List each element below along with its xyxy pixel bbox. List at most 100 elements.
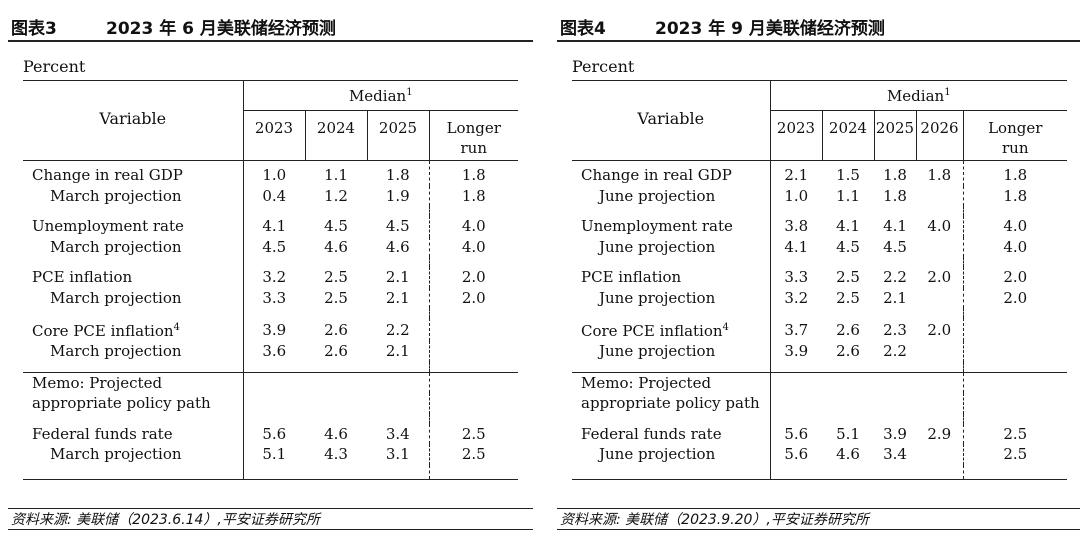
table-cell [874,371,916,393]
figure-header: 图表3 2023 年 6 月美联储经济预测 [8,8,533,42]
row-label: March projection [23,185,244,206]
table-cell [822,371,874,393]
table-row: Unemployment rate 4.1 4.5 4.5 4.0 [23,216,518,237]
table-cell [874,362,916,373]
table-cell: 0.4 [262,186,287,205]
row-label: appropriate policy path [23,393,244,414]
table-cell: 1.2 [324,186,348,205]
row-label: June projection [572,444,771,465]
table-cell: 4.6 [385,237,410,256]
table-cell: 1.9 [385,186,410,205]
table-cell [770,308,822,318]
table-cell: 2.0 [927,320,952,339]
table-cell: 2.1 [385,342,410,361]
table-cell [367,257,429,267]
table-cell [428,464,518,480]
table-cell: 3.3 [784,268,809,287]
figure-title: 2023 年 9 月美联储经济预测 [655,19,885,39]
table-cell: 2.0 [927,268,952,287]
row-label: June projection [572,287,771,308]
table-cell: 4.6 [324,424,348,443]
table-cell: 1.0 [784,186,809,205]
table-cell [962,341,1067,362]
row-label: PCE inflation [23,267,244,288]
figure-panel-september: 图表4 2023 年 9 月美联储经济预测 Percent Variable M… [557,0,1080,539]
row-label: March projection [23,444,244,465]
figure-title: 2023 年 6 月美联储经济预测 [106,19,336,39]
table-cell: 1.8 [962,185,1067,206]
table-cell [243,308,305,318]
table-cell [874,414,916,424]
row-label [572,257,771,267]
table-cell [962,361,1067,372]
table-cell: 2.6 [324,320,348,339]
table-cell [367,308,429,318]
table-cell: 3.9 [262,320,287,339]
table-cell: 1.0 [262,166,287,185]
figure-number: 图表4 [560,19,606,39]
table-cell [243,257,305,267]
table-cell: 4.5 [883,237,907,256]
table-cell: 1.8 [385,166,410,185]
table-cell [822,393,874,414]
table-cell [243,371,305,393]
row-label: Core PCE inflation4 [23,318,244,341]
table-cell: 4.0 [962,216,1067,237]
table-cell: 1.8 [962,160,1067,186]
table-cell [822,362,874,373]
source-note: 资料来源: 美联储（2023.9.20）,平安证券研究所 [557,508,1080,530]
table-cell [962,464,1067,480]
row-label: March projection [23,341,244,362]
table-cell: 1.8 [927,166,952,185]
table-row: Core PCE inflation4 3.7 2.6 2.3 2.0 [572,318,1067,341]
row-label: Unemployment rate [572,216,771,237]
table-cell [962,393,1067,414]
table-cell: 3.6 [262,342,287,361]
table-cell [770,464,822,480]
year-header: 2024 [305,110,368,161]
figure-panel-june: 图表3 2023 年 6 月美联储经济预测 Percent Variable M… [8,0,533,539]
table-row: Unemployment rate 3.8 4.1 4.1 4.0 4.0 [572,216,1067,237]
table-cell [916,414,963,424]
table-cell: 2.5 [428,423,518,444]
unit-label: Percent [572,57,635,76]
table-cell [428,361,518,372]
table-cell [916,186,963,207]
table-cell [243,393,305,414]
table-cell: 5.6 [784,424,809,443]
table-cell: 2.0 [428,287,518,308]
table-cell [822,414,874,424]
table-cell [916,288,963,309]
median-header: Median1 [770,80,1067,111]
table-cell [874,308,916,318]
table-cell: 4.0 [428,236,518,257]
row-label: June projection [572,236,771,257]
table-cell [916,371,963,393]
table-cell: 3.4 [385,424,410,443]
table-row: Core PCE inflation4 3.9 2.6 2.2 [23,318,518,341]
table-cell [770,257,822,267]
variable-header: Variable [23,80,244,161]
table-cell [962,206,1067,216]
table-cell [428,413,518,424]
table-cell: 4.1 [836,217,860,236]
table-cell [305,362,367,373]
projection-table: Variable Median1 2023 2024 2025 2026 Lon… [572,80,1067,480]
table-row: PCE inflation 3.2 2.5 2.1 2.0 [23,267,518,288]
table-cell: 3.9 [883,424,907,443]
table-cell: 2.0 [428,267,518,288]
table-cell: 5.1 [836,424,860,443]
table-cell [916,257,963,267]
source-note: 资料来源: 美联储（2023.6.14）,平安证券研究所 [8,508,533,530]
table-cell: 2.5 [428,444,518,465]
table-cell: 3.8 [784,217,809,236]
table-cell [916,341,963,362]
table-cell: 3.2 [262,268,287,287]
table-row: Memo: Projected [23,371,518,393]
table-cell [428,393,518,414]
table-cell [874,257,916,267]
table-cell: 3.2 [784,288,809,307]
projection-table: Variable Median1 2023 2024 2025 Longer ru… [23,80,518,480]
table-row: Federal funds rate 5.6 5.1 3.9 2.9 2.5 [572,423,1067,444]
table-cell: 2.6 [836,320,860,339]
